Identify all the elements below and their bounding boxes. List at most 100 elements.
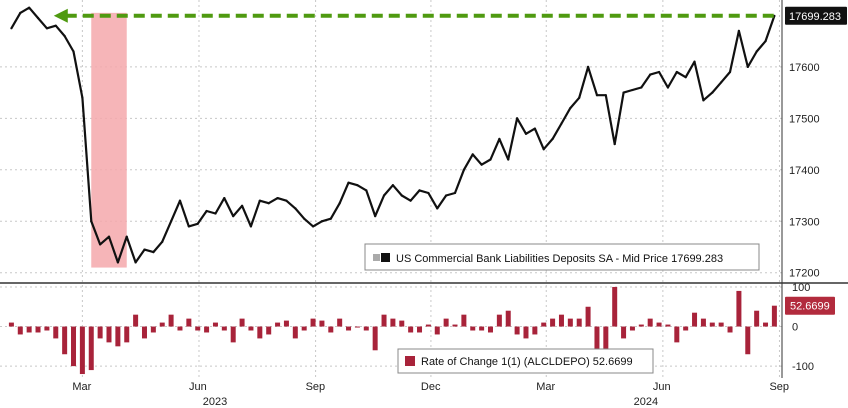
- price-point: [36, 16, 40, 20]
- roc-bar: [283, 320, 289, 327]
- roc-bar: [585, 306, 591, 327]
- roc-bar: [399, 320, 405, 327]
- roc-bar: [150, 326, 156, 333]
- roc-bar: [408, 326, 414, 333]
- price-tag-background: [785, 6, 847, 25]
- price-point: [205, 209, 208, 213]
- roc-bar: [496, 314, 502, 327]
- roc-bar: [381, 314, 387, 327]
- roc-bar: [771, 305, 777, 327]
- roc-legend-swatch: [405, 356, 415, 366]
- price-point: [489, 158, 492, 161]
- price-point: [684, 76, 687, 79]
- roc-bar: [97, 326, 103, 339]
- price-point: [10, 27, 13, 30]
- upper-y-tick-label: 17200: [789, 268, 820, 280]
- roc-bar: [17, 326, 23, 335]
- price-point: [143, 248, 146, 251]
- price-point: [524, 132, 528, 135]
- price-point: [232, 215, 235, 218]
- roc-bar: [674, 326, 680, 343]
- price-point: [19, 11, 22, 14]
- upper-y-tick-labels: 17200 17300 17400 17500 17600: [789, 62, 820, 280]
- roc-bar: [168, 314, 174, 327]
- lower-y-tick-label: 0: [792, 322, 798, 334]
- price-point: [99, 243, 102, 246]
- lower-y-tick-label: 100: [792, 282, 810, 294]
- price-point: [462, 168, 465, 171]
- x-tick-label: Jun: [189, 381, 207, 393]
- price-point: [675, 70, 678, 74]
- price-point: [640, 86, 643, 89]
- roc-bar: [656, 322, 662, 327]
- roc-bar: [88, 326, 94, 371]
- roc-bar: [505, 310, 511, 327]
- roc-bar: [461, 314, 467, 327]
- roc-bar: [603, 326, 609, 351]
- roc-tag-text: 52.6699: [790, 301, 830, 313]
- roc-bar: [417, 326, 423, 333]
- x-tick-label: Sep: [306, 381, 326, 393]
- roc-bar: [479, 326, 485, 331]
- x-tick-label: Dec: [421, 381, 441, 393]
- price-point: [28, 6, 31, 9]
- price-point: [196, 222, 199, 225]
- price-point: [427, 191, 430, 195]
- roc-bar: [594, 326, 600, 351]
- year-label: 2023: [203, 396, 227, 408]
- price-point: [72, 50, 75, 53]
- roc-bar: [709, 322, 715, 327]
- price-legend-box: [364, 243, 760, 271]
- roc-bar: [204, 326, 210, 333]
- legend-swatch-black: [381, 253, 390, 262]
- price-point: [178, 199, 182, 202]
- roc-bar: [124, 326, 130, 343]
- price-series-points: [10, 6, 776, 264]
- price-point: [737, 29, 741, 32]
- price-point: [382, 194, 386, 197]
- roc-bar: [629, 326, 635, 331]
- price-point: [249, 225, 253, 228]
- upper-gridlines: [0, 0, 782, 378]
- roc-last-value-tag: 52.6699: [785, 296, 835, 315]
- price-point: [187, 225, 190, 228]
- price-point: [649, 73, 652, 76]
- x-tick-label: Mar: [536, 381, 555, 393]
- roc-bar: [638, 324, 644, 327]
- roc-tag-background: [785, 296, 835, 315]
- roc-bar: [612, 286, 618, 327]
- x-tick-label: Sep: [769, 381, 789, 393]
- roc-bar: [354, 326, 360, 328]
- price-point: [569, 106, 572, 110]
- price-point: [303, 217, 306, 220]
- price-point: [276, 197, 279, 200]
- roc-legend-box: [397, 348, 654, 374]
- upper-y-tick-label: 17300: [789, 216, 820, 228]
- roc-bar: [576, 318, 582, 327]
- upper-y-tick-label: 17400: [789, 165, 820, 177]
- price-point: [338, 202, 341, 205]
- roc-bar: [257, 326, 263, 339]
- roc-bar: [186, 318, 192, 327]
- roc-bar: [319, 320, 325, 327]
- price-point: [418, 189, 421, 192]
- price-point: [720, 81, 723, 84]
- price-point: [81, 96, 84, 99]
- roc-bar: [212, 322, 218, 327]
- price-point: [63, 34, 66, 38]
- roc-bar: [328, 326, 334, 333]
- price-point: [107, 235, 111, 238]
- price-point: [436, 207, 439, 210]
- roc-bar: [550, 318, 556, 327]
- price-point: [170, 220, 173, 223]
- roc-bar: [71, 326, 77, 367]
- target-arrow-head: [53, 8, 68, 23]
- price-point: [294, 207, 297, 210]
- price-point: [116, 261, 119, 264]
- price-point: [365, 189, 368, 192]
- roc-bar: [363, 326, 369, 331]
- roc-bar: [221, 326, 227, 331]
- price-point: [595, 94, 599, 97]
- roc-bar: [425, 324, 431, 327]
